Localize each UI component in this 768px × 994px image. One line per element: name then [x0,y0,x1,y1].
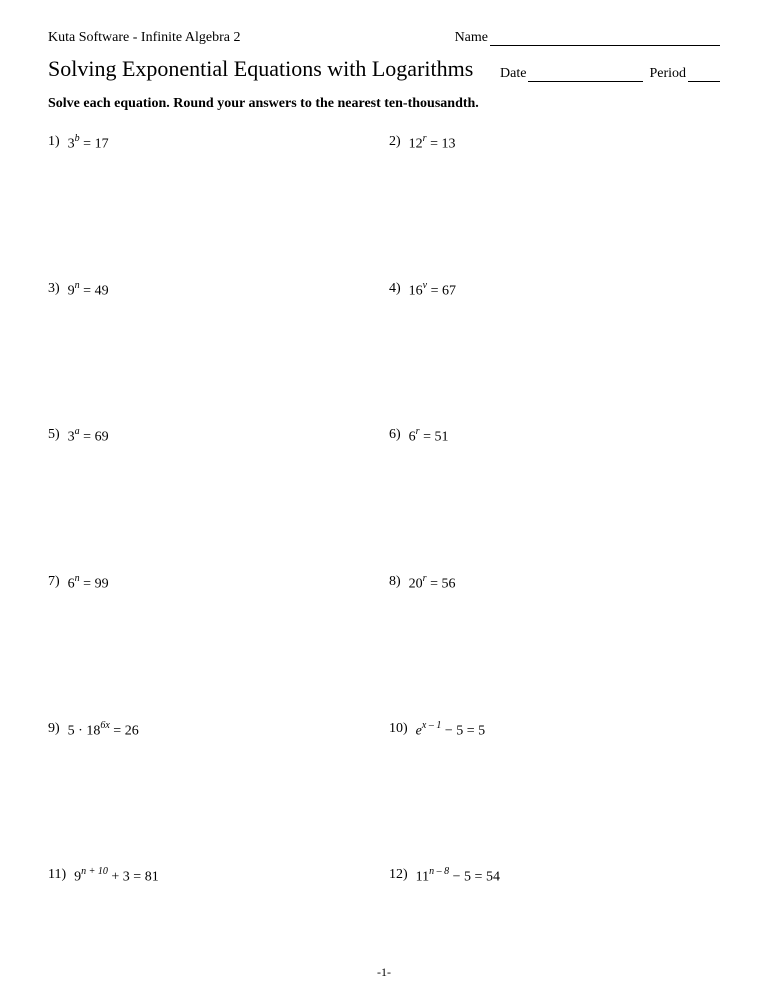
problem-equation: 5 · 186x = 26 [68,721,139,740]
problem-number: 9) [48,721,60,737]
problem-number: 3) [48,281,60,297]
problem-equation: 20r = 56 [409,574,456,593]
page-number: -1- [0,965,768,980]
problem-1: 1) 3b = 17 [48,134,379,153]
problem-2: 2) 12r = 13 [389,134,720,153]
problem-number: 8) [389,574,401,590]
problem-equation: ex – 1 − 5 = 5 [416,721,485,740]
problem-9: 9) 5 · 186x = 26 [48,721,379,740]
problem-number: 5) [48,427,60,443]
problem-equation: 9n = 49 [68,281,109,300]
title-row: Solving Exponential Equations with Logar… [48,56,720,82]
period-label: Period [649,66,686,82]
name-blank-line[interactable] [490,32,720,46]
problem-number: 2) [389,134,401,150]
date-label: Date [500,66,526,82]
problem-equation: 11n – 8 − 5 = 54 [416,867,500,886]
problem-equation: 16v = 67 [409,281,456,300]
problem-number: 7) [48,574,60,590]
problem-4: 4) 16v = 67 [389,281,720,300]
problem-number: 6) [389,427,401,443]
software-label: Kuta Software - Infinite Algebra 2 [48,30,240,46]
problem-7: 7) 6n = 99 [48,574,379,593]
name-label: Name [455,30,488,46]
problem-6: 6) 6r = 51 [389,427,720,446]
problem-equation: 9n + 10 + 3 = 81 [74,867,159,886]
problem-equation: 3b = 17 [68,134,109,153]
problem-number: 11) [48,867,66,883]
problem-8: 8) 20r = 56 [389,574,720,593]
problem-5: 5) 3a = 69 [48,427,379,446]
header-row: Kuta Software - Infinite Algebra 2 Name [48,30,720,46]
instructions: Solve each equation. Round your answers … [48,96,720,112]
problem-number: 10) [389,721,408,737]
worksheet-title: Solving Exponential Equations with Logar… [48,56,473,82]
period-blank-line[interactable] [688,68,720,82]
problem-equation: 6r = 51 [409,427,449,446]
problem-equation: 6n = 99 [68,574,109,593]
problem-3: 3) 9n = 49 [48,281,379,300]
date-blank-line[interactable] [528,68,643,82]
problem-number: 4) [389,281,401,297]
problem-equation: 12r = 13 [409,134,456,153]
problem-number: 12) [389,867,408,883]
problem-12: 12) 11n – 8 − 5 = 54 [389,867,720,886]
problem-number: 1) [48,134,60,150]
date-period-fields: Date Period [500,66,720,82]
problem-11: 11) 9n + 10 + 3 = 81 [48,867,379,886]
problems-grid: 1) 3b = 17 2) 12r = 13 3) 9n = 49 4) 16v… [48,134,720,886]
problem-equation: 3a = 69 [68,427,109,446]
problem-10: 10) ex – 1 − 5 = 5 [389,721,720,740]
name-field: Name [455,30,720,46]
